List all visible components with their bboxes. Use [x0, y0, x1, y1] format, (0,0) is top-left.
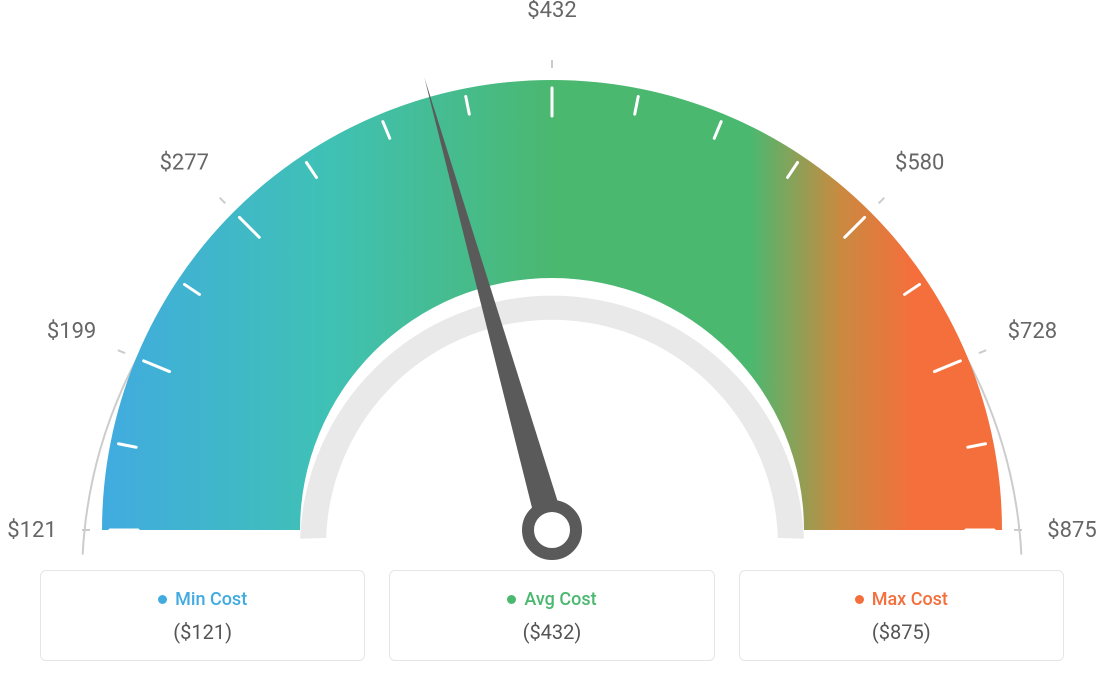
scale-nub: [118, 350, 125, 353]
legend-card-avg: Avg Cost ($432): [389, 570, 714, 661]
legend-text-max: Max Cost: [872, 589, 948, 610]
legend-label-max: Max Cost: [855, 589, 948, 610]
tick-label: $728: [1008, 319, 1057, 344]
needle-hub: [528, 506, 576, 554]
scale-nub: [879, 198, 885, 204]
gauge-svg: $121 $199 $277 $432 $580 $728 $875: [0, 0, 1104, 560]
legend-value-avg: ($432): [400, 620, 703, 644]
tick-label: $199: [47, 319, 96, 344]
legend-dot-min: [158, 595, 167, 604]
legend-label-min: Min Cost: [158, 589, 247, 610]
scale-nub: [220, 198, 226, 204]
tick-label: $432: [527, 0, 576, 23]
legend-value-max: ($875): [750, 620, 1053, 644]
legend-card-min: Min Cost ($121): [40, 570, 365, 661]
legend-dot-max: [855, 595, 864, 604]
legend-row: Min Cost ($121) Avg Cost ($432) Max Cost…: [0, 570, 1104, 661]
legend-value-min: ($121): [51, 620, 354, 644]
legend-card-max: Max Cost ($875): [739, 570, 1064, 661]
legend-text-min: Min Cost: [175, 589, 247, 610]
tick-label: $580: [895, 150, 944, 175]
scale-nub: [979, 350, 986, 353]
legend-dot-avg: [507, 595, 516, 604]
tick-label: $277: [160, 150, 209, 175]
legend-text-avg: Avg Cost: [524, 589, 596, 610]
tick-label: $875: [1047, 518, 1096, 543]
tick-label: $121: [7, 518, 56, 543]
gauge-container: $121 $199 $277 $432 $580 $728 $875: [0, 0, 1104, 560]
legend-label-avg: Avg Cost: [507, 589, 596, 610]
